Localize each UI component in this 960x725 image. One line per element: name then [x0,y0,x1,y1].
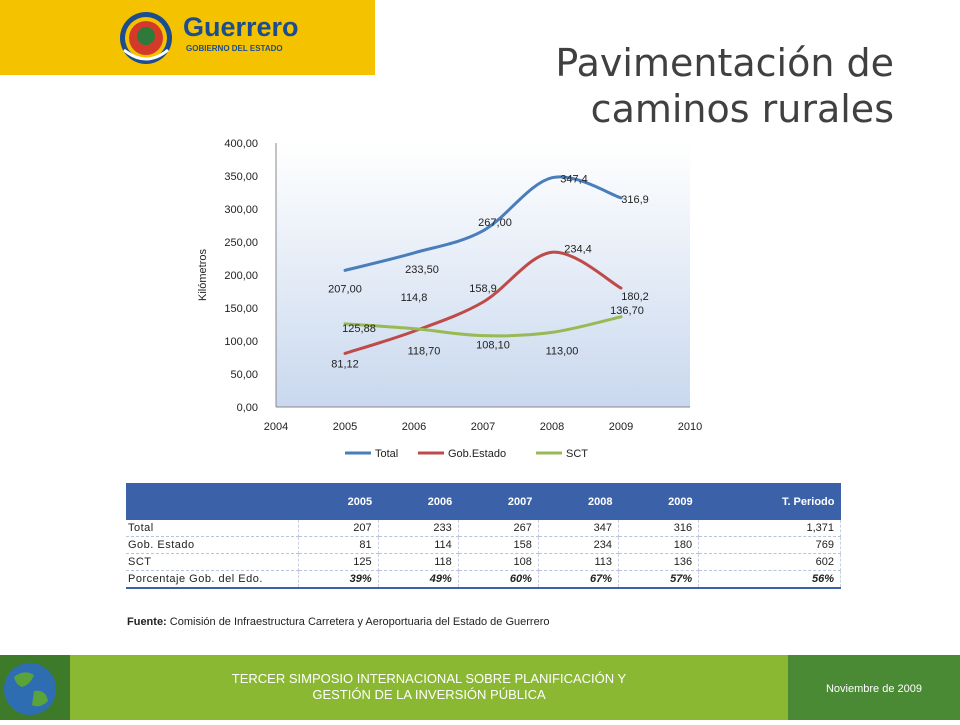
y-tick-label: 0,00 [237,402,258,414]
data-label: 267,00 [478,217,512,229]
table-cell: 81 [298,536,379,554]
table-cell: 49% [378,570,459,589]
table-header-row: 2005 2006 2007 2008 2009 T. Periodo [126,483,841,520]
series-line-gobestado [343,250,623,355]
header-logo-banner: Guerrero GOBIERNO DEL ESTADO [0,0,375,75]
table-cell: 114 [378,536,459,554]
data-label: 234,4 [564,243,592,255]
table-cell: 56% [698,570,841,589]
x-tick-label: 2008 [540,421,564,433]
table-header-cell [126,483,298,520]
footer-line2: GESTIÓN DE LA INVERSIÓN PÚBLICA [312,687,546,702]
footer-line1: TERCER SIMPOSIO INTERNACIONAL SOBRE PLAN… [231,671,627,686]
table-cell: 267 [458,520,539,537]
footer-globe-image [0,655,70,720]
logo-wordmark: Guerrero [183,12,299,42]
table-cell: 39% [298,570,379,589]
table-cell: 234 [538,536,620,554]
slide-title: Pavimentación de caminos rurales [555,40,894,132]
footer-date-box [788,655,960,720]
table-cell: 180 [618,536,700,554]
table-cell: 233 [378,520,459,537]
table-header-cell: T. Periodo [698,483,841,520]
table-header-cell: 2007 [458,483,539,520]
table-row-percentage: Porcentaje Gob. del Edo. 39% 49% 60% 67%… [126,570,841,589]
y-axis-label: Kilómetros [197,249,209,301]
globe-icon [4,663,56,715]
table-cell: 108 [458,553,539,571]
x-tick-label: 2010 [678,421,702,433]
data-table: 2005 2006 2007 2008 2009 T. Periodo Tota… [126,483,841,589]
y-tick-label: 350,00 [224,171,258,183]
table-cell: 125 [298,553,379,571]
table-cell: 347 [538,520,620,537]
footer-event-title: TERCER SIMPOSIO INTERNACIONAL SOBRE PLAN… [70,671,788,703]
legend-label: Total [375,448,398,460]
data-label: 108,10 [476,340,510,352]
source-text: Comisión de Infraestructura Carretera y … [166,616,550,628]
table-cell: 136 [618,553,700,571]
slide-title-line1: Pavimentación de [555,41,894,85]
y-tick-label: 250,00 [224,237,258,249]
legend-label: SCT [566,448,588,460]
legend-label: Gob.Estado [448,448,506,460]
line-chart: 0,00 50,00 100,00 150,00 200,00 250,00 300,00 3… [197,138,702,460]
source-label: Fuente: [127,616,167,628]
logo-subtitle: GOBIERNO DEL ESTADO [186,44,283,53]
slide-title-line2: caminos rurales [590,87,894,131]
data-label: 113,00 [546,345,579,357]
table-cell: 113 [538,553,620,571]
table-cell: 602 [698,553,841,571]
table-row: SCT 125 118 108 113 136 602 [126,553,841,571]
table-row-label: Porcentaje Gob. del Edo. [126,570,299,589]
series-line-sct [343,315,623,338]
table-cell: 118 [378,553,459,571]
source-note: Fuente: Comisión de Infraestructura Carr… [127,616,549,628]
x-tick-label: 2006 [402,421,426,433]
guerrero-seal-logo [120,12,172,64]
table-header-cell: 2009 [618,483,699,520]
x-tick-label: 2007 [471,421,495,433]
y-tick-label: 100,00 [224,336,258,348]
table-cell: 57% [618,570,700,589]
data-label: 207,00 [328,283,362,295]
data-label: 233,50 [405,264,439,276]
table-cell: 67% [538,570,620,589]
table-cell: 1,371 [698,520,841,537]
x-tick-label: 2009 [609,421,633,433]
footer-date: Noviembre de 2009 [825,683,922,695]
data-label: 81,12 [331,358,359,370]
table-row: Gob. Estado 81 114 158 234 180 769 [126,536,841,554]
data-label: 347,4 [560,174,588,186]
y-tick-label: 50,00 [230,369,258,381]
data-label: 158,9 [469,283,497,295]
table-header-cell: 2008 [538,483,619,520]
x-tick-label: 2004 [264,421,288,433]
data-label: 114,8 [401,292,428,304]
data-label: 136,70 [610,305,644,317]
table-row-label: SCT [126,553,299,571]
table-cell: 207 [298,520,379,537]
table-row-label: Gob. Estado [126,536,299,554]
table-row-label: Total [126,520,299,537]
y-tick-label: 150,00 [224,303,258,315]
y-tick-label: 400,00 [224,138,258,150]
y-tick-label: 200,00 [224,270,258,282]
footer-bar [70,655,788,720]
data-label: 118,70 [408,346,441,358]
x-tick-label: 2005 [333,421,357,433]
series-line-total [343,175,623,272]
y-tick-label: 300,00 [224,204,258,216]
table-cell: 769 [698,536,841,554]
data-label: 316,9 [621,194,649,206]
data-label: 125,88 [342,323,376,335]
table-row: Total 207 233 267 347 316 1,371 [126,520,841,537]
table-cell: 316 [618,520,700,537]
table-cell: 60% [458,570,539,589]
table-cell: 158 [458,536,539,554]
table-header-cell: 2005 [298,483,379,520]
data-label: 180,2 [621,291,649,303]
plot-area [276,143,690,407]
table-header-cell: 2006 [378,483,459,520]
